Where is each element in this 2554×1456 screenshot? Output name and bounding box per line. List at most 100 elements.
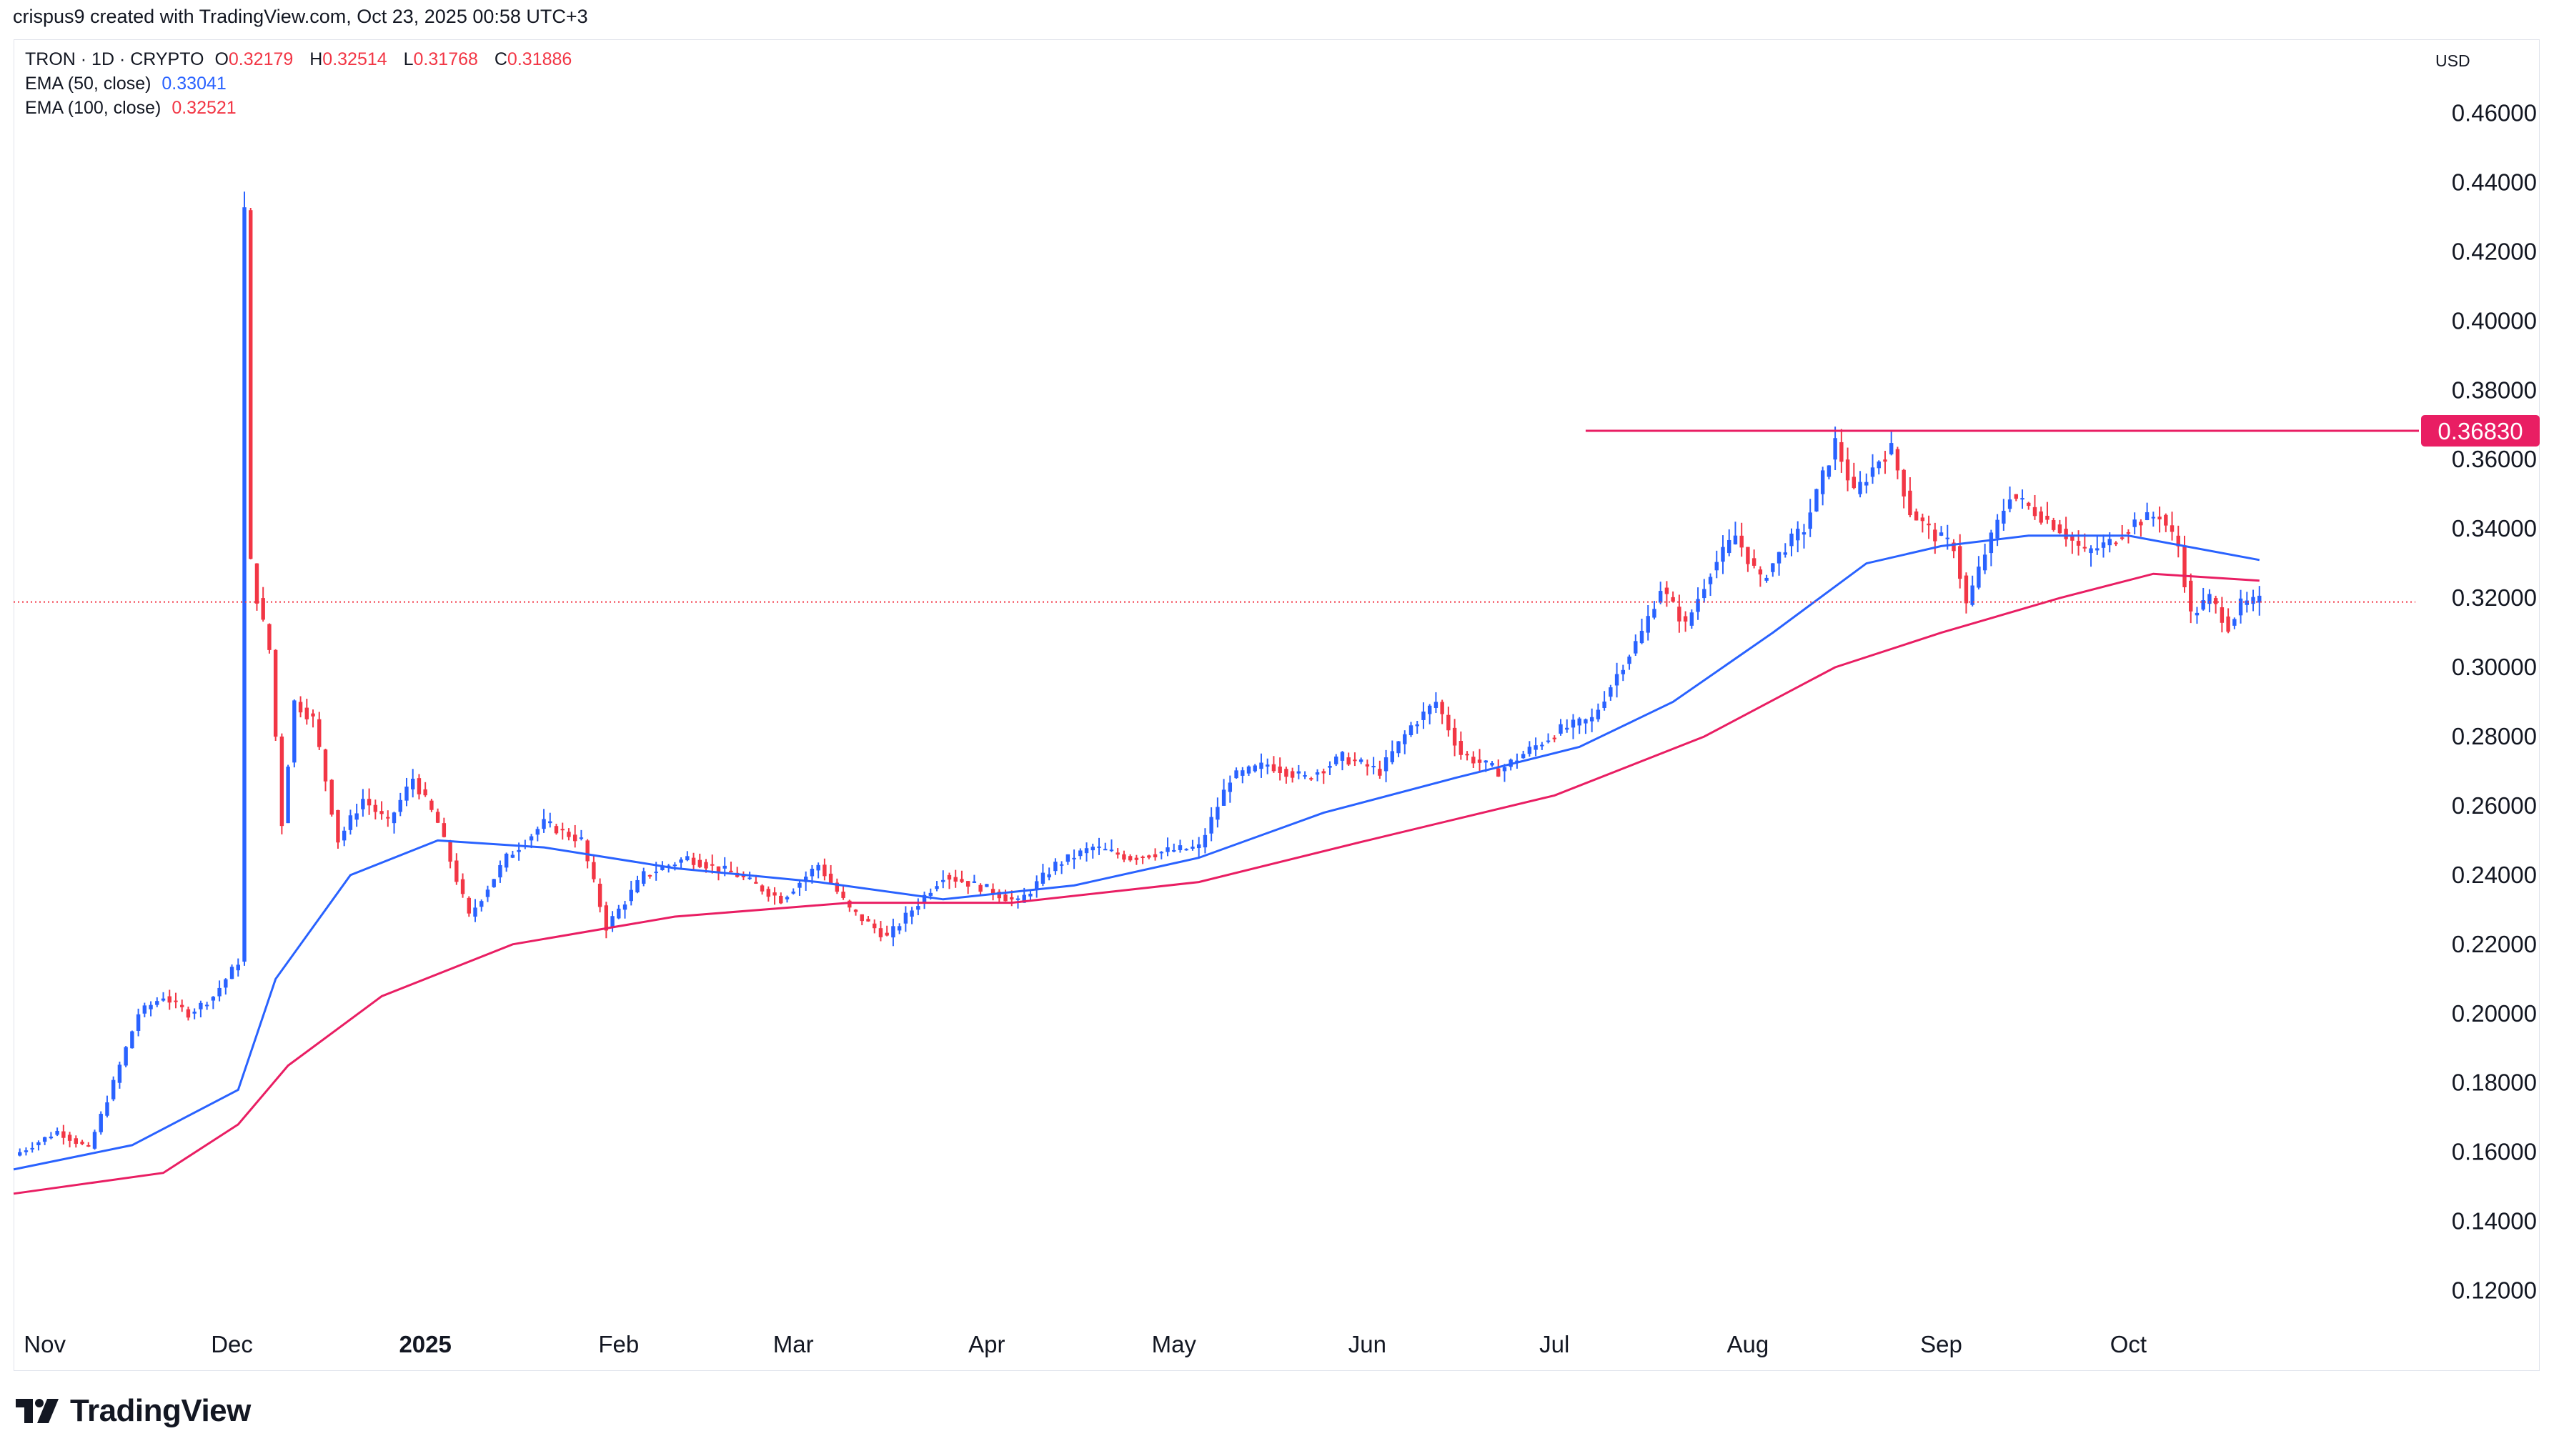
candle-body bbox=[891, 926, 895, 938]
y-tick-label: 0.36000 bbox=[2452, 446, 2537, 472]
candle-body bbox=[1484, 760, 1488, 763]
candle-body bbox=[1858, 482, 1862, 494]
candle-body bbox=[922, 894, 927, 903]
candle-body bbox=[367, 799, 372, 806]
candle-body bbox=[2051, 520, 2056, 530]
candle-body bbox=[1028, 893, 1033, 897]
candle-body bbox=[1702, 589, 1706, 599]
candle-body bbox=[1383, 757, 1388, 772]
candle-body bbox=[1864, 482, 1869, 486]
candle-body bbox=[454, 860, 459, 882]
candle-body bbox=[2107, 539, 2112, 546]
candle-body bbox=[1153, 854, 1158, 857]
candle-body bbox=[1296, 771, 1301, 774]
candle-body bbox=[1278, 766, 1282, 773]
candle-body bbox=[1565, 727, 1569, 730]
candle-body bbox=[2157, 517, 2162, 519]
candle-body bbox=[1908, 490, 1912, 516]
candle-body bbox=[1446, 714, 1451, 731]
candle-body bbox=[1309, 778, 1313, 780]
ema50-row[interactable]: EMA (50, close) 0.33041 bbox=[25, 71, 583, 96]
candle-body bbox=[354, 813, 359, 820]
candle-body bbox=[1221, 789, 1226, 806]
candle-body bbox=[392, 812, 397, 824]
currency-label[interactable]: USD bbox=[2435, 51, 2470, 70]
candle-body bbox=[685, 856, 690, 861]
candle-body bbox=[2245, 600, 2249, 605]
candle-body bbox=[435, 812, 440, 823]
candle-body bbox=[273, 649, 278, 737]
candle-body bbox=[1284, 769, 1288, 777]
candle-body bbox=[1502, 767, 1507, 772]
candle-body bbox=[585, 840, 590, 862]
candle-body bbox=[2070, 534, 2074, 541]
candle-body bbox=[1802, 532, 1807, 535]
candle-body bbox=[217, 987, 222, 997]
candle-body bbox=[1246, 766, 1251, 774]
candle-body bbox=[1820, 470, 1825, 494]
ema100-label: EMA (100, close) bbox=[25, 98, 162, 118]
candle-body bbox=[1371, 766, 1376, 768]
candle-body bbox=[130, 1031, 134, 1049]
y-tick-label: 0.32000 bbox=[2452, 584, 2537, 611]
candle-body bbox=[342, 830, 347, 841]
candle-body bbox=[1664, 587, 1669, 594]
ema100-row[interactable]: EMA (100, close) 0.32521 bbox=[25, 96, 583, 120]
candle-body bbox=[161, 998, 166, 1001]
candle-body bbox=[292, 700, 297, 763]
candle-body bbox=[997, 892, 1002, 899]
candle-body bbox=[30, 1147, 34, 1150]
candle-body bbox=[373, 804, 378, 812]
candle-body bbox=[766, 889, 771, 897]
candle-body bbox=[249, 210, 253, 559]
candle-body bbox=[1010, 897, 1014, 899]
candle-body bbox=[1003, 894, 1008, 902]
candle-body bbox=[386, 817, 390, 819]
candle-body bbox=[204, 1004, 209, 1007]
candle-body bbox=[672, 864, 677, 867]
candle-body bbox=[1634, 641, 1638, 654]
candle-body bbox=[517, 849, 521, 852]
candle-body bbox=[467, 897, 471, 914]
candle-body bbox=[86, 1145, 91, 1147]
candle-body bbox=[155, 1001, 159, 1005]
tradingview-logo[interactable]: TradingView bbox=[16, 1393, 251, 1429]
candle-body bbox=[2114, 542, 2118, 544]
candle-body bbox=[1521, 754, 1526, 759]
candle-body bbox=[1895, 449, 1900, 471]
candle-body bbox=[2027, 502, 2031, 507]
candle-body bbox=[704, 862, 708, 869]
candle-body bbox=[629, 889, 633, 902]
candle-body bbox=[1271, 764, 1276, 772]
y-tick-label: 0.30000 bbox=[2452, 654, 2537, 680]
candle-body bbox=[336, 809, 340, 843]
candle-body bbox=[2176, 535, 2180, 547]
candle-body bbox=[311, 713, 315, 717]
candle-body bbox=[1203, 834, 1208, 848]
candle-body bbox=[841, 892, 845, 898]
x-tick-label: Sep bbox=[1920, 1331, 1962, 1357]
candle-body bbox=[529, 836, 534, 841]
candle-body bbox=[2076, 541, 2081, 546]
candle-body bbox=[691, 857, 696, 865]
x-tick-label: May bbox=[1152, 1331, 1197, 1357]
candle-body bbox=[878, 928, 883, 937]
candle-body bbox=[105, 1102, 109, 1116]
candle-body bbox=[853, 909, 858, 912]
candle-body bbox=[298, 702, 303, 713]
candle-body bbox=[1721, 547, 1725, 562]
chart-frame[interactable] bbox=[14, 39, 2540, 1371]
candle-body bbox=[1933, 529, 1937, 542]
candle-body bbox=[1877, 462, 1881, 469]
y-tick-label: 0.40000 bbox=[2452, 307, 2537, 334]
y-tick-label: 0.12000 bbox=[2452, 1277, 2537, 1304]
candle-body bbox=[622, 904, 627, 910]
ohlc-low: L0.31768 bbox=[403, 49, 478, 69]
candle-body bbox=[1783, 552, 1787, 555]
candle-body bbox=[1982, 554, 1987, 571]
candle-body bbox=[2120, 537, 2125, 539]
candle-body bbox=[2238, 598, 2243, 616]
candle-body bbox=[1577, 718, 1581, 726]
candle-body bbox=[1303, 775, 1307, 777]
